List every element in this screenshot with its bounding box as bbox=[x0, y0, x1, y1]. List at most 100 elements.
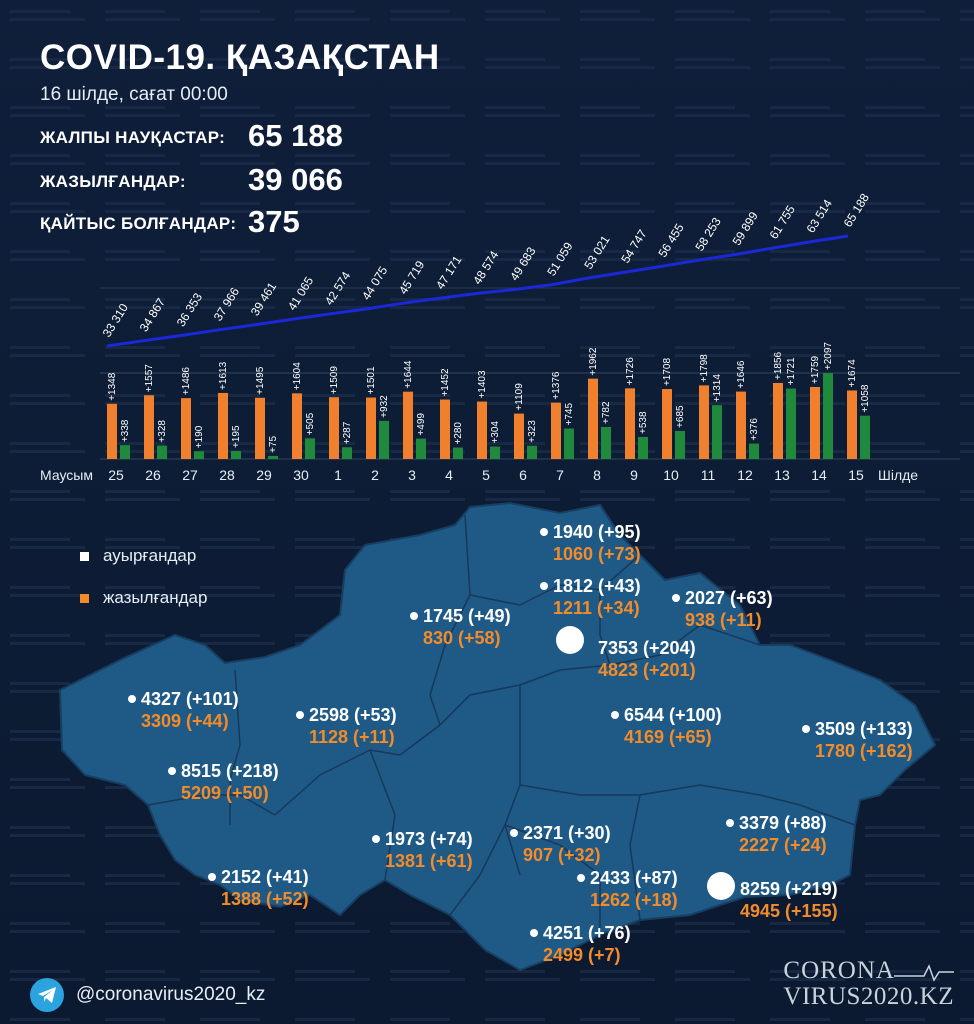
kazakhstan-map bbox=[58, 501, 937, 972]
bar-cases-8 bbox=[588, 378, 598, 459]
bar-cases-25 bbox=[107, 403, 117, 459]
telegram-handle[interactable]: @coronavirus2020_kz bbox=[76, 984, 266, 1005]
x-tick-15: 15 bbox=[848, 467, 864, 483]
recovered-value: 39 066 bbox=[248, 162, 343, 197]
bar-label-cases-4: +1452 bbox=[440, 368, 451, 397]
region-pavlodar: 2027 (+63) 938 (+11) bbox=[672, 587, 773, 631]
bar-label-cases-11: +1798 bbox=[699, 354, 710, 383]
cumulative-label-3: 45 719 bbox=[396, 258, 427, 297]
footer-telegram[interactable]: @coronavirus2020_kz bbox=[30, 978, 265, 1012]
region-dot bbox=[372, 835, 380, 843]
bar-label-recovered-6: +323 bbox=[527, 420, 538, 443]
bar-recovered-7 bbox=[564, 428, 574, 459]
region-dot bbox=[168, 767, 176, 775]
page-title: COVID-19. ҚАЗАҚСТАН bbox=[40, 38, 440, 77]
paper-plane-icon bbox=[30, 978, 64, 1012]
bar-label-recovered-27: +190 bbox=[194, 425, 205, 448]
region-nur-sultan: 7353 (+204) 4823 (+201) bbox=[598, 638, 696, 680]
cumulative-label-13: 61 755 bbox=[767, 203, 798, 242]
bar-label-recovered-26: +328 bbox=[157, 420, 168, 443]
x-tick-27: 27 bbox=[182, 467, 198, 483]
x-tick-4: 4 bbox=[445, 467, 453, 483]
legend-sick: ауырғандар bbox=[80, 546, 196, 566]
bar-cases-9 bbox=[625, 388, 635, 459]
bar-recovered-8 bbox=[601, 426, 611, 459]
bar-label-cases-29: +1495 bbox=[255, 366, 266, 395]
x-tick-13: 13 bbox=[774, 467, 790, 483]
region-zhambyl: 2433 (+87) 1262 (+18) bbox=[577, 867, 678, 911]
legend-sick-swatch bbox=[80, 551, 89, 561]
x-tick-30: 30 bbox=[293, 467, 309, 483]
cumulative-label-25: 33 310 bbox=[100, 301, 131, 340]
bar-label-recovered-15: +1058 bbox=[860, 384, 871, 413]
x-tick-9: 9 bbox=[630, 467, 638, 483]
cumulative-label-2: 44 075 bbox=[359, 264, 390, 303]
bar-cases-15 bbox=[847, 390, 857, 459]
bar-label-recovered-11: +1314 bbox=[712, 374, 723, 403]
x-tick-26: 26 bbox=[145, 467, 161, 483]
region-dot bbox=[128, 695, 136, 703]
bar-recovered-27 bbox=[194, 451, 204, 459]
bar-label-cases-5: +1403 bbox=[477, 370, 488, 399]
bar-label-recovered-25: +338 bbox=[120, 419, 131, 442]
cumulative-label-5: 48 574 bbox=[470, 248, 501, 287]
brand-logo: CORONA VIRUS2020.KZ bbox=[783, 958, 954, 1010]
bar-label-cases-28: +1613 bbox=[218, 361, 229, 390]
bar-label-recovered-3: +499 bbox=[416, 413, 427, 436]
total-cases-value: 65 188 bbox=[248, 118, 343, 153]
bar-cases-12 bbox=[736, 391, 746, 459]
region-dot bbox=[726, 819, 734, 827]
x-tick-11: 11 bbox=[701, 467, 716, 483]
bar-label-cases-15: +1674 bbox=[847, 359, 858, 388]
cumulative-label-12: 59 899 bbox=[730, 209, 761, 248]
daily-cases-chart: 33 310 34 867 36 353 37 966 39 461 41 065 4 2 5… bbox=[40, 191, 960, 483]
region-dot bbox=[540, 528, 548, 536]
bar-label-cases-9: +1726 bbox=[625, 357, 636, 386]
cumulative-label-4: 47 171 bbox=[433, 253, 464, 292]
cumulative-label-14: 63 514 bbox=[804, 197, 835, 236]
cumulative-label-11: 58 253 bbox=[692, 215, 723, 254]
brand-line1: CORONA bbox=[783, 957, 895, 984]
region-atyrau: 8515 (+218) 5209 (+50) bbox=[168, 760, 279, 804]
bar-label-recovered-9: +538 bbox=[638, 411, 649, 434]
deaths-value: 375 bbox=[248, 204, 300, 239]
bar-recovered-14 bbox=[823, 373, 833, 459]
bar-label-cases-26: +1557 bbox=[144, 364, 155, 393]
bar-recovered-25 bbox=[120, 445, 130, 459]
bar-cases-30 bbox=[292, 393, 302, 459]
legend-recovered: жазылғандар bbox=[80, 588, 207, 608]
region-dot bbox=[802, 725, 810, 733]
bar-cases-14 bbox=[810, 386, 820, 459]
bar-cases-5 bbox=[477, 401, 487, 459]
region-aktobe: 2598 (+53) 1128 (+11) bbox=[296, 704, 397, 748]
bar-cases-26 bbox=[144, 395, 154, 459]
recovered-label: ЖАЗЫЛҒАНДАР: bbox=[40, 172, 186, 191]
bar-recovered-26 bbox=[157, 445, 167, 459]
cumulative-label-28: 37 966 bbox=[211, 285, 242, 324]
x-tick-8: 8 bbox=[593, 467, 601, 483]
bar-cases-7 bbox=[551, 402, 561, 459]
region-dot bbox=[208, 873, 216, 881]
bar-cases-3 bbox=[403, 391, 413, 459]
region-west-kazakhstan: 4327 (+101) 3309 (+44) bbox=[128, 688, 239, 732]
region-dot bbox=[540, 582, 548, 590]
bar-label-recovered-29: +75 bbox=[268, 436, 279, 453]
bar-recovered-28 bbox=[231, 451, 241, 459]
bar-cases-10 bbox=[662, 389, 672, 459]
bar-recovered-29 bbox=[268, 455, 278, 459]
bar-recovered-2 bbox=[379, 420, 389, 459]
bar-label-cases-14: +1759 bbox=[810, 355, 821, 384]
cumulative-label-8: 53 021 bbox=[581, 233, 612, 272]
bar-recovered-5 bbox=[490, 446, 500, 459]
bar-label-cases-3: +1644 bbox=[403, 360, 414, 389]
bar-recovered-11 bbox=[712, 405, 722, 459]
region-turkestan: 4251 (+76) 2499 (+7) bbox=[530, 922, 631, 966]
cumulative-label-6: 49 683 bbox=[507, 244, 538, 283]
bar-cases-13 bbox=[773, 382, 783, 459]
deaths-label: ҚАЙТЫС БОЛҒАНДАР: bbox=[40, 214, 237, 233]
cumulative-label-7: 51 059 bbox=[544, 240, 575, 279]
region-dot bbox=[611, 711, 619, 719]
total-cases-label: ЖАЛПЫ НАУҚАСТАР: bbox=[40, 128, 226, 147]
bar-label-cases-7: +1376 bbox=[551, 371, 562, 400]
cumulative-label-30: 41 065 bbox=[285, 274, 316, 313]
